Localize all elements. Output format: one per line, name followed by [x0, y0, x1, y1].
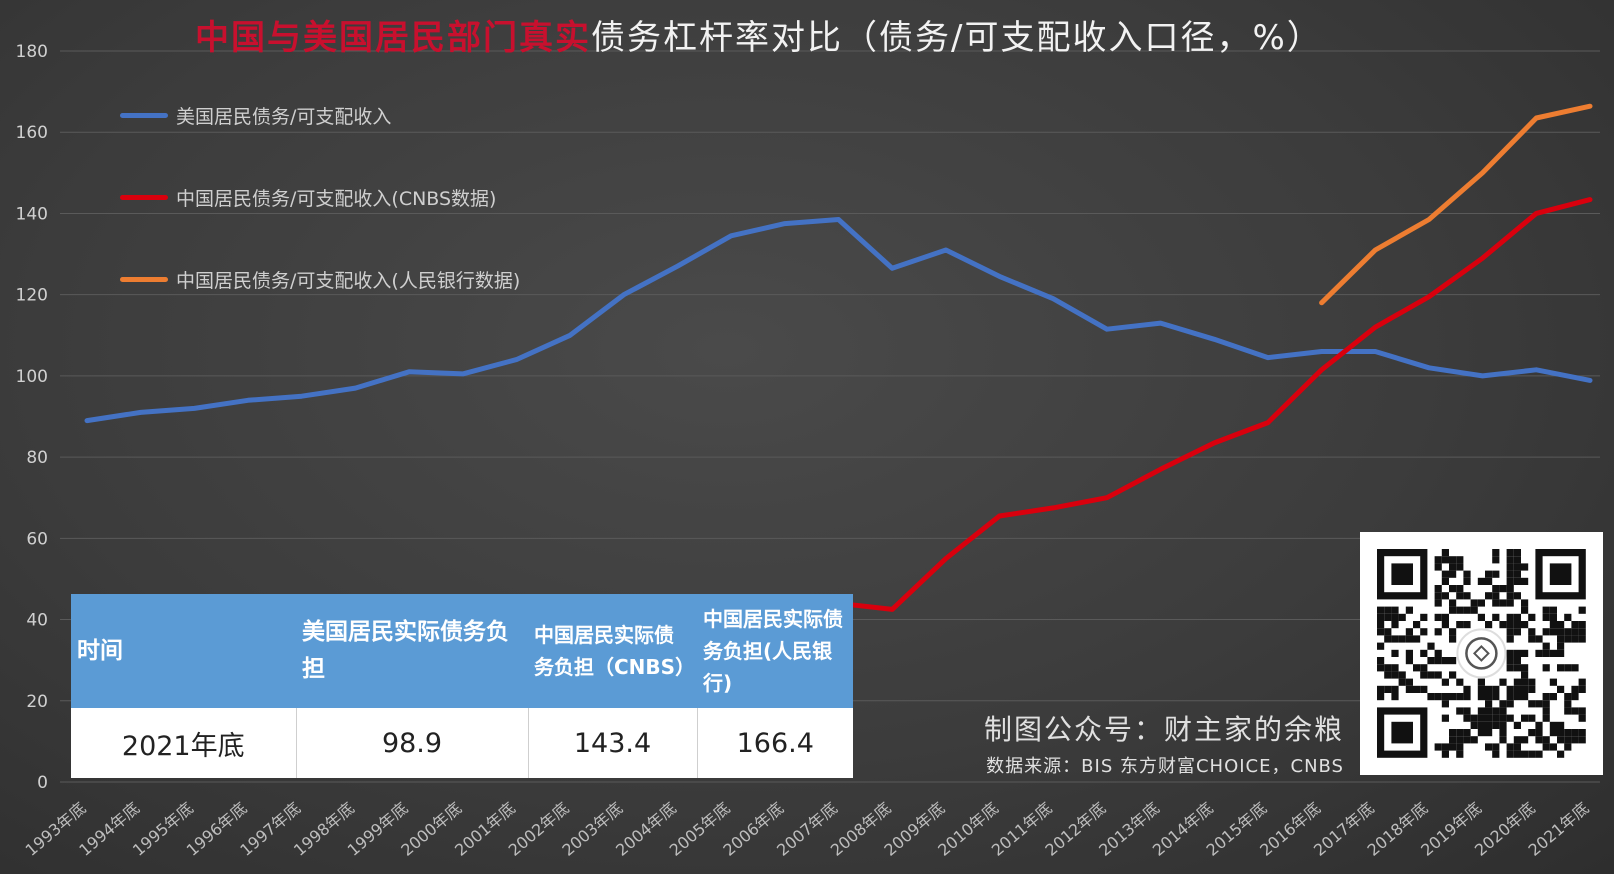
table-cell-time: 2021年底	[71, 708, 296, 778]
y-tick-label: 60	[26, 529, 48, 549]
y-tick-label: 40	[26, 611, 48, 631]
y-tick-label: 180	[16, 42, 48, 62]
chart-title-rest: 债务杠杆率对比（债务/可支配收入口径，%）	[591, 18, 1323, 58]
table-cell-us: 98.9	[295, 708, 528, 778]
y-tick-label: 120	[16, 286, 48, 306]
series-line-cn-pboc	[1319, 103, 1593, 306]
credit-block: 制图公众号：财主家的余粮 数据来源：BIS 东方财富CHOICE，CNBS	[984, 708, 1344, 778]
legend-label-cn-cnbs: 中国居民债务/可支配收入(CNBS数据)	[176, 187, 497, 210]
legend-label-cn-pboc: 中国居民债务/可支配收入(人民银行数据)	[176, 269, 521, 292]
legend-item-cn-cnbs: 中国居民债务/可支配收入(CNBS数据)	[120, 182, 496, 212]
table-header-us: 美国居民实际债务负担	[296, 594, 528, 708]
y-tick-label: 100	[16, 367, 48, 387]
series-line-us	[84, 217, 1593, 424]
y-tick-label: 80	[26, 448, 48, 468]
credit-author: 制图公众号：财主家的余粮	[983, 713, 1344, 746]
credit-source: 数据来源：BIS 东方财富CHOICE，CNBS	[986, 756, 1344, 777]
table-header-time: 时间	[71, 594, 296, 708]
summary-table-header: 时间 美国居民实际债务负担 中国居民实际债务负担（CNBS） 中国居民实际债务负…	[71, 594, 853, 708]
legend-item-cn-pboc: 中国居民债务/可支配收入(人民银行数据)	[120, 264, 520, 294]
y-tick-label: 0	[37, 773, 48, 793]
table-header-cn-pboc: 中国居民实际债务负担(人民银行)	[697, 594, 853, 708]
x-tick-label: 2021年底	[1525, 799, 1593, 860]
table-cell-cn-cnbs: 143.4	[527, 708, 697, 778]
chart-series	[84, 103, 1593, 612]
qr-code-image	[1360, 532, 1603, 775]
qr-code-icon	[1377, 549, 1586, 758]
table-cell-cn-pboc: 166.4	[696, 708, 853, 778]
x-axis: 1993年底1994年底1995年底1996年底1997年底1998年底1999…	[22, 799, 1593, 860]
chart-title-highlight: 中国与美国居民部门真实	[195, 18, 591, 58]
legend-label-us: 美国居民债务/可支配收入	[176, 105, 392, 128]
table-row: 2021年底 98.9 143.4 166.4	[71, 708, 853, 778]
legend-item-us: 美国居民债务/可支配收入	[120, 100, 391, 130]
y-tick-label: 140	[16, 204, 48, 224]
y-tick-label: 20	[26, 692, 48, 712]
summary-table: 时间 美国居民实际债务负担 中国居民实际债务负担（CNBS） 中国居民实际债务负…	[71, 594, 853, 778]
legend-swatch-cn-pboc	[120, 276, 168, 282]
legend-swatch-us	[120, 112, 168, 118]
chart-title: 中国与美国居民部门真实债务杠杆率对比（债务/可支配收入口径，%）	[195, 10, 1323, 59]
legend-swatch-cn-cnbs	[120, 194, 168, 200]
table-header-cn-cnbs: 中国居民实际债务负担（CNBS）	[528, 594, 697, 708]
series-line-cn-cnbs	[836, 197, 1593, 612]
y-tick-label: 160	[16, 123, 48, 143]
y-axis: 0 20 40 60 80 100 120 140 160 180	[16, 42, 48, 793]
